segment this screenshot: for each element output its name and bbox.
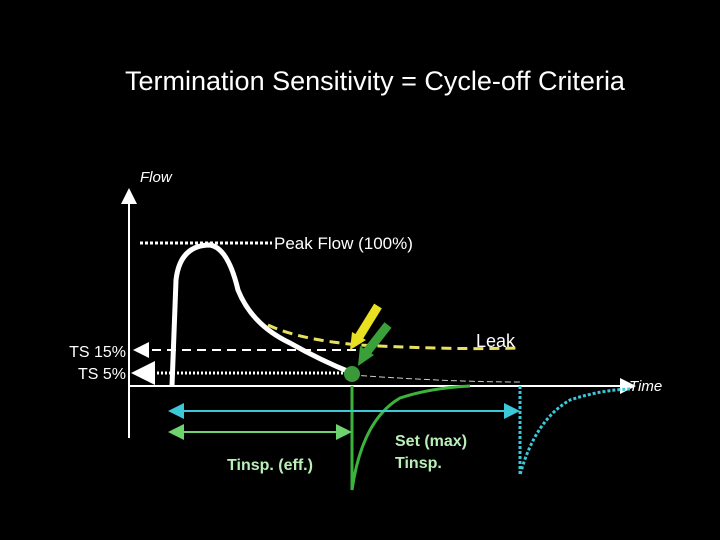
decay-line — [351, 374, 521, 383]
title: Termination Sensitivity = Cycle-off Crit… — [125, 66, 626, 96]
ts5-label: TS 5% — [78, 366, 126, 383]
expiration-max — [518, 386, 631, 476]
set-max-label-2: Tinsp. — [395, 455, 442, 472]
cycle-point — [344, 366, 360, 382]
y-label: Flow — [140, 169, 173, 186]
flow-curve — [169, 242, 353, 387]
expiration-eff — [350, 384, 471, 491]
leak-label: Leak — [476, 331, 516, 351]
ts-arrow — [362, 322, 392, 356]
tinsp-eff-label: Tinsp. (eff.) — [227, 457, 313, 474]
set-max-label: Set (max) — [395, 433, 467, 450]
ts15-label: TS 15% — [69, 344, 126, 361]
leak-arrow-head — [350, 332, 366, 350]
ts-arrow-head — [358, 346, 374, 366]
leak-arrow — [353, 303, 382, 343]
peak-label: Peak Flow (100%) — [274, 234, 413, 253]
x-label: Time — [629, 378, 662, 395]
